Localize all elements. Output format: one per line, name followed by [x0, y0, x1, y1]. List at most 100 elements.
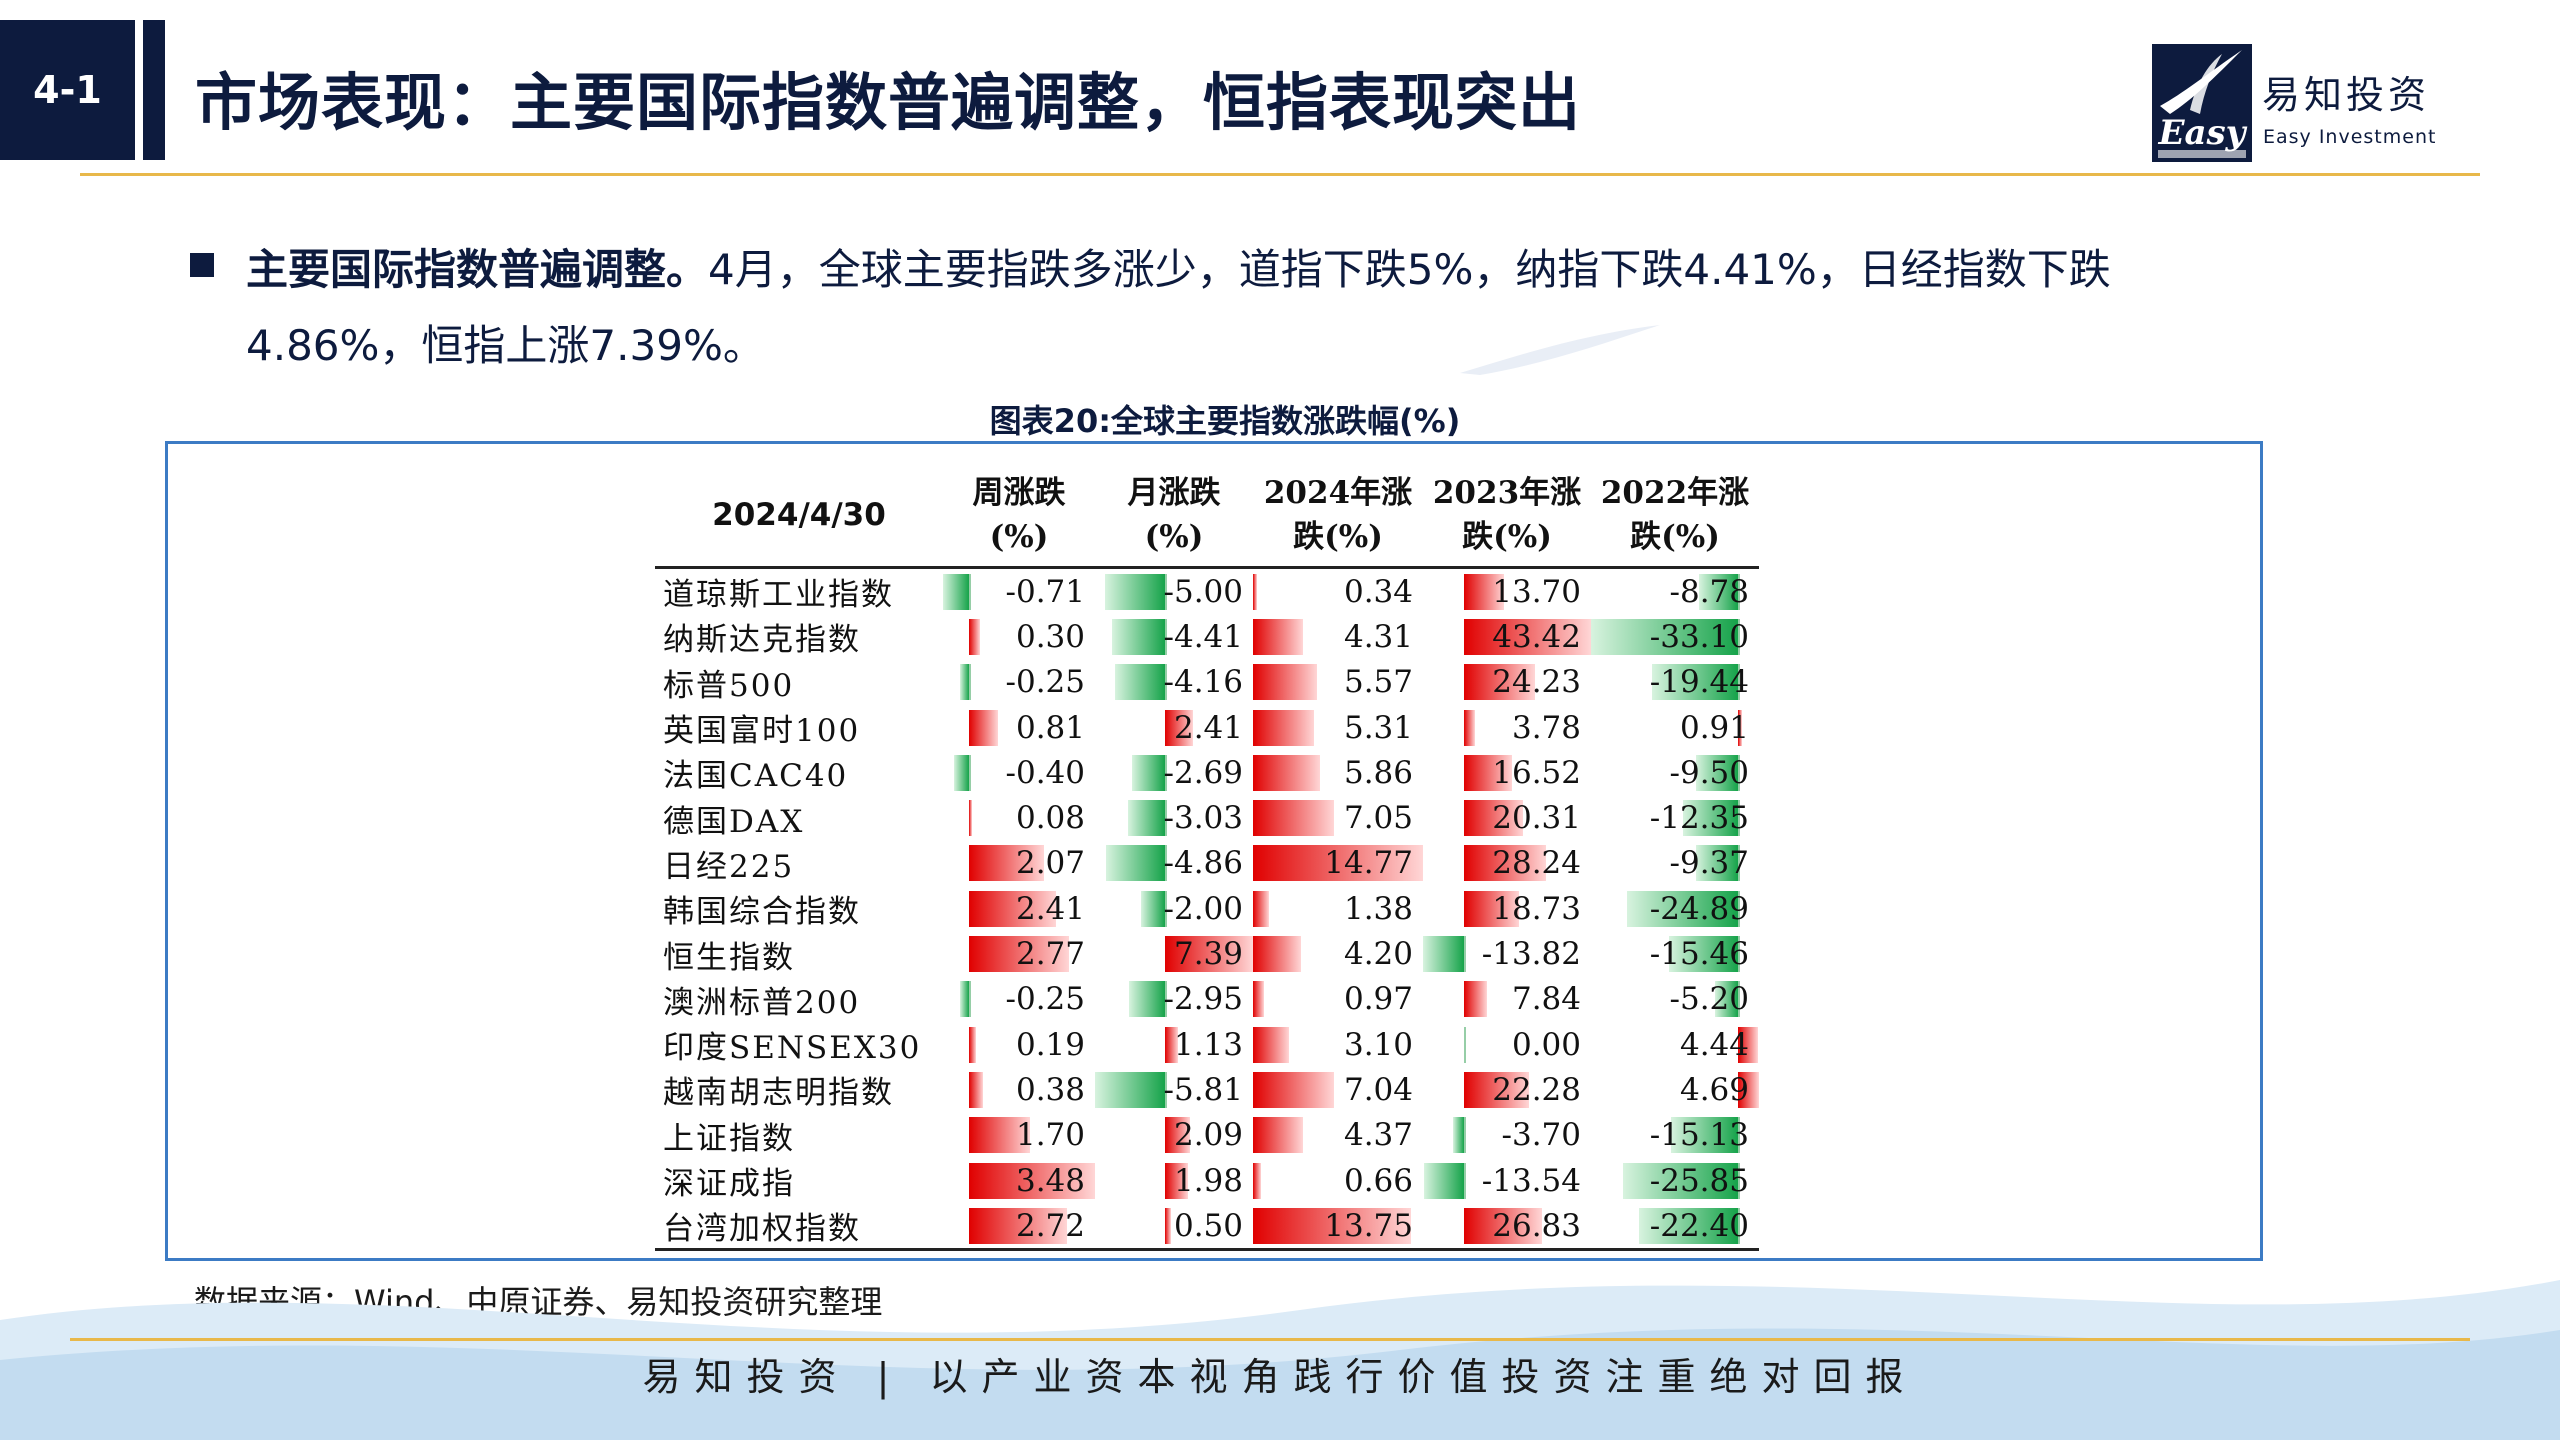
positive-bar — [1164, 1162, 1189, 1199]
cell-weekly: 0.38 — [943, 1067, 1095, 1112]
cell-year-2022: -12.35 — [1591, 795, 1759, 840]
table-row: 深证成指 3.48 1.98 0.66 -13.54 -25.85 — [655, 1158, 1759, 1203]
bullet-square-icon — [190, 253, 214, 277]
bar-baseline — [1164, 754, 1167, 791]
positive-bar — [1164, 709, 1194, 746]
cell-value: -13.54 — [1481, 1162, 1581, 1199]
cell-year-2022: 4.44 — [1591, 1022, 1759, 1067]
cell-ytd-2024: 7.04 — [1253, 1067, 1423, 1112]
cell-value: 0.19 — [1015, 1026, 1085, 1063]
bar-baseline — [1738, 845, 1741, 882]
positive-bar — [1253, 709, 1315, 746]
cell-value: -5.20 — [1669, 981, 1750, 1018]
table-head-weekly: 周涨跌 (%) — [943, 464, 1095, 569]
cell-value: 1.98 — [1173, 1162, 1243, 1199]
negative-bar — [1128, 800, 1165, 837]
cell-value: -5.81 — [1163, 1071, 1244, 1108]
cell-weekly: -0.25 — [943, 660, 1095, 705]
cell-value: -19.44 — [1649, 664, 1749, 701]
table-head-monthly: 月涨跌 (%) — [1095, 464, 1253, 569]
table-row: 德国DAX 0.08 -3.03 7.05 20.31 -12.35 — [655, 795, 1759, 840]
bar-baseline — [968, 754, 971, 791]
cell-value: 1.13 — [1173, 1026, 1243, 1063]
positive-bar — [968, 1162, 1095, 1199]
negative-bar — [1623, 1162, 1739, 1199]
cell-ytd-2024: 14.77 — [1253, 841, 1423, 886]
table-row: 标普500 -0.25 -4.16 5.57 24.23 -19.44 — [655, 660, 1759, 705]
logo-chinese-name: 易知投资 — [2262, 73, 2431, 117]
positive-bar — [1253, 936, 1302, 973]
cell-value: 14.77 — [1324, 845, 1413, 882]
negative-bar — [1111, 618, 1165, 655]
index-performance-table: 2024/4/30 周涨跌 (%) 月涨跌 (%) 2024年涨 跌(%) 2023年… — [655, 464, 1759, 1252]
positive-bar — [1253, 845, 1423, 882]
cell-value: -2.00 — [1163, 890, 1244, 927]
cell-value: 2.41 — [1173, 709, 1243, 746]
cell-value: 7.04 — [1343, 1071, 1413, 1108]
cell-value: -4.86 — [1163, 845, 1244, 882]
cell-monthly: -4.86 — [1095, 841, 1253, 886]
cell-value: -3.70 — [1501, 1117, 1582, 1154]
cell-ytd-2024: 0.66 — [1253, 1158, 1423, 1203]
index-name: 英国富时100 — [663, 713, 861, 750]
cell-value: 7.39 — [1173, 936, 1243, 973]
index-name: 深证成指 — [663, 1166, 795, 1202]
cell-value: 3.10 — [1343, 1026, 1413, 1063]
cell-value: -8.78 — [1669, 573, 1750, 610]
cell-value: 0.30 — [1015, 618, 1085, 655]
negative-bar — [1423, 936, 1464, 973]
bar-baseline — [1738, 981, 1741, 1018]
bar-baseline — [1738, 1117, 1741, 1154]
cell-year-2023: -13.54 — [1423, 1158, 1591, 1203]
cell-monthly: -3.03 — [1095, 795, 1253, 840]
bar-baseline — [1164, 664, 1167, 701]
cell-year-2023: 7.84 — [1423, 977, 1591, 1022]
positive-bar — [1463, 845, 1547, 882]
positive-bar — [968, 709, 999, 746]
cell-value: -0.25 — [1005, 664, 1086, 701]
cell-value: 5.86 — [1343, 754, 1413, 791]
logo-english-name: Easy Investment — [2263, 126, 2437, 148]
table-row: 韩国综合指数 2.41 -2.00 1.38 18.73 -24.89 — [655, 886, 1759, 931]
chart-caption: 图表20:全球主要指数涨跌幅(%) — [989, 402, 1461, 440]
cell-ytd-2024: 0.97 — [1253, 977, 1423, 1022]
index-name: 法国CAC40 — [663, 758, 849, 795]
cell-year-2023: 22.28 — [1423, 1067, 1591, 1112]
positive-bar — [1253, 1117, 1304, 1154]
cell-year-2023: 16.52 — [1423, 750, 1591, 795]
negative-bar — [1114, 664, 1165, 701]
cell-weekly: 2.72 — [943, 1203, 1095, 1252]
index-name: 上证指数 — [663, 1120, 795, 1157]
cell-value: 24.23 — [1492, 664, 1581, 701]
cell-value: 22.28 — [1492, 1071, 1581, 1108]
index-name: 澳洲标普200 — [663, 984, 861, 1021]
cell-year-2022: -22.40 — [1591, 1203, 1759, 1252]
table-header-row: 2024/4/30 周涨跌 (%) 月涨跌 (%) 2024年涨 跌(%) 2023年… — [655, 464, 1759, 569]
positive-bar — [1463, 618, 1591, 655]
cell-year-2023: 28.24 — [1423, 841, 1591, 886]
table-body: 道琼斯工业指数 -0.71 -5.00 0.34 13.70 -8.78 纳斯达克指数 0.3… — [655, 568, 1759, 1252]
cell-value: 5.57 — [1343, 664, 1413, 701]
cell-value: -24.89 — [1649, 890, 1749, 927]
cell-year-2023: 43.42 — [1423, 614, 1591, 659]
cell-value: -12.35 — [1649, 800, 1749, 837]
positive-bar — [968, 1071, 983, 1108]
cell-value: 1.38 — [1343, 890, 1413, 927]
cell-value: -0.40 — [1005, 754, 1086, 791]
cell-value: -0.71 — [1005, 573, 1086, 610]
table-head-date: 2024/4/30 — [655, 464, 943, 569]
cell-monthly: 2.09 — [1095, 1113, 1253, 1158]
positive-bar — [968, 618, 980, 655]
bar-baseline — [1164, 1071, 1167, 1108]
table-row: 恒生指数 2.77 7.39 4.20 -13.82 -15.46 — [655, 931, 1759, 976]
negative-bar — [1651, 664, 1739, 701]
cell-weekly: 0.08 — [943, 795, 1095, 840]
cell-value: 2.77 — [1015, 936, 1085, 973]
cell-monthly: 7.39 — [1095, 931, 1253, 976]
header-accent-bar — [143, 20, 165, 160]
cell-year-2023: -13.82 — [1423, 931, 1591, 976]
positive-bar — [968, 800, 972, 837]
negative-bar — [1591, 618, 1739, 655]
cell-value: 2.72 — [1015, 1207, 1085, 1244]
positive-bar — [1253, 1026, 1289, 1063]
